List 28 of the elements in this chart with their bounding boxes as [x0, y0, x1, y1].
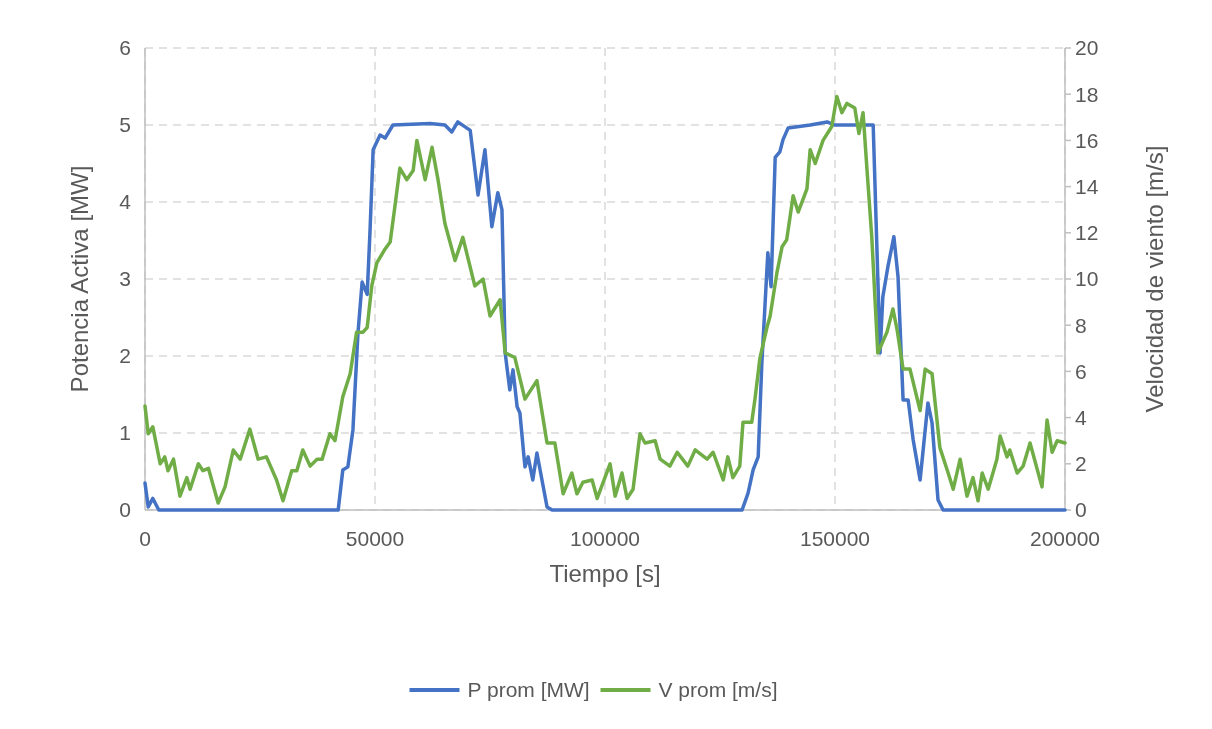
y-tick-label: 0 [119, 498, 131, 522]
y-tick-label: 4 [119, 190, 132, 214]
x-tick-label: 200000 [1029, 527, 1101, 550]
y-tick-label: 5 [119, 113, 131, 137]
y-axis-title: Potencia Activa [MW] [66, 165, 93, 393]
x-tick-label: 0 [139, 527, 151, 550]
y2-tick-label: 14 [1075, 174, 1099, 198]
x-axis-title: Tiempo [s] [549, 560, 661, 587]
y2-tick-label: 16 [1075, 128, 1099, 152]
legend-label: V prom [m/s] [658, 678, 778, 702]
y2-tick-label: 20 [1075, 36, 1099, 60]
y2-tick-label: 10 [1075, 267, 1099, 291]
y2-tick-label: 12 [1075, 221, 1099, 245]
y2-tick-label: 6 [1075, 359, 1087, 383]
y2-tick-label: 4 [1075, 405, 1087, 429]
y-tick-label: 1 [119, 421, 131, 445]
x-tick-label: 50000 [345, 527, 405, 550]
y-tick-label: 2 [119, 344, 131, 368]
y2-tick-label: 2 [1075, 452, 1087, 476]
y-tick-label: 6 [119, 36, 131, 60]
x-tick-label: 150000 [799, 527, 871, 550]
legend-label: P prom [MW] [467, 678, 590, 702]
y2-tick-label: 18 [1075, 82, 1099, 106]
x-tick-label: 100000 [569, 527, 641, 550]
y-tick-label: 3 [119, 267, 131, 291]
y2-axis-title: Velocidad de viento [m/s] [1141, 145, 1168, 413]
y2-tick-label: 8 [1075, 313, 1087, 337]
y2-tick-label: 0 [1075, 498, 1087, 522]
